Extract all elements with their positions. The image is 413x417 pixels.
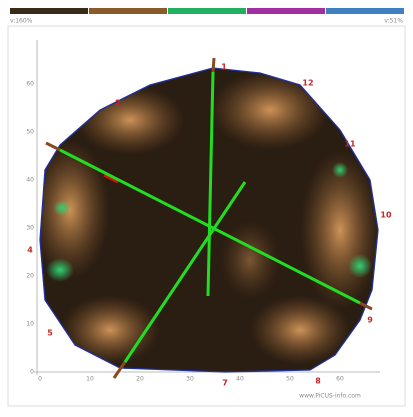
- color-bar-right-label: v:51%: [384, 18, 403, 25]
- x-tick-label: 60: [336, 376, 344, 383]
- plot-frame: [7, 25, 406, 407]
- sensor-label: 2: [115, 99, 121, 108]
- y-tick-label: 40: [26, 177, 34, 184]
- x-tick-label: 10: [86, 376, 94, 383]
- y-tick-label: 0: [30, 369, 34, 376]
- x-tick-label: 30: [186, 376, 194, 383]
- y-tick-label: 60: [26, 81, 34, 88]
- sensor-label: 4: [27, 246, 33, 255]
- x-tick-label: 50: [286, 376, 294, 383]
- sensor-label: 12: [302, 79, 313, 88]
- x-tick-label: 20: [136, 376, 144, 383]
- color-segment: [89, 8, 167, 14]
- y-tick-label: 30: [26, 225, 34, 232]
- color-segment: [168, 8, 246, 14]
- sensor-label: 8: [315, 377, 321, 386]
- color-segment: [10, 8, 88, 14]
- sensor-label: 10: [380, 211, 392, 220]
- y-tick-label: 50: [26, 129, 34, 136]
- x-tick-label: 0: [38, 376, 42, 383]
- sensor-label: 11: [344, 140, 356, 149]
- sensor-label: 1: [221, 63, 227, 72]
- measurement-lines: [59, 71, 361, 363]
- y-tick-label: 20: [26, 273, 34, 280]
- x-tick-label: 40: [236, 376, 244, 383]
- sensor-label: 9: [367, 316, 373, 325]
- color-bar-left-label: v:160%: [10, 18, 33, 25]
- highlight-segment: [103, 173, 119, 184]
- y-tick-label: 10: [26, 321, 34, 328]
- sensor-label: 5: [47, 329, 53, 338]
- color-segment: [247, 8, 325, 14]
- color-segment: [326, 8, 404, 14]
- sensor-rods: [45, 57, 373, 379]
- footer-url: www.PiCUS-info.com: [299, 393, 361, 400]
- sensor-label: 7: [222, 379, 228, 388]
